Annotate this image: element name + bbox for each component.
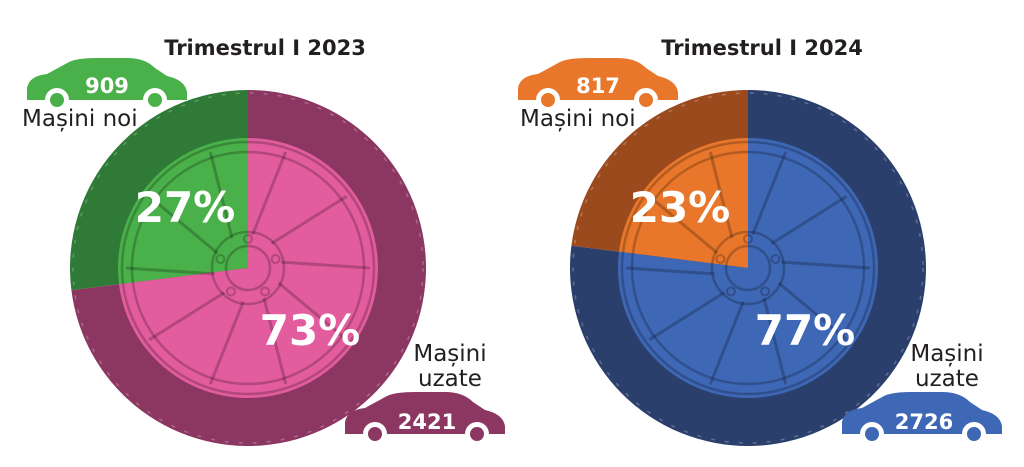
used-cars-caption-line2: uzate <box>418 366 482 392</box>
rim-spoke <box>262 297 288 385</box>
chart-title: Trimestrul I 2024 <box>661 36 863 60</box>
rim-spoke <box>777 281 848 341</box>
rim-spoke <box>281 260 371 270</box>
rim-spoke <box>125 266 215 276</box>
chart-title: Trimestrul I 2023 <box>164 36 366 60</box>
lug-nut <box>260 286 271 297</box>
used-cars-caption: Mașini uzate <box>405 342 495 392</box>
tire-slice-new <box>571 90 748 268</box>
used-cars-caption: Mașini uzate <box>902 342 992 392</box>
rim-new-slice <box>619 138 748 268</box>
new-cars-caption: Mașini noi <box>22 106 138 132</box>
tire-slice-new <box>69 90 248 291</box>
lug-nut <box>760 286 771 297</box>
tire-tread <box>572 92 924 444</box>
used-car-icon: 2726 <box>842 392 1002 446</box>
new-percent-label: 27% <box>135 183 236 232</box>
used-car-count: 2421 <box>398 410 456 434</box>
tire-slice-used <box>569 90 926 446</box>
rim-spoke <box>781 260 871 270</box>
rim-spoke <box>277 281 348 341</box>
lug-nut <box>225 286 236 297</box>
chart-panel-2023: Trimestrul I 2023 27% 73% 909 2421 Mașin… <box>22 36 505 446</box>
rim-spokes <box>72 92 424 444</box>
used-car-count: 2726 <box>895 410 953 434</box>
rim-ring <box>710 230 786 306</box>
new-percent-label: 23% <box>630 183 731 232</box>
used-car-icon: 2421 <box>345 392 505 446</box>
rim-spoke <box>208 301 245 385</box>
lug-nut <box>725 286 736 297</box>
rim-spoke <box>625 266 715 276</box>
tire-slice-used <box>71 90 426 446</box>
used-cars-caption-line1: Mașini <box>910 341 984 367</box>
rim-spoke <box>648 195 719 255</box>
new-cars-caption: Mașini noi <box>520 106 636 132</box>
rim-spoke <box>270 195 348 245</box>
rim-spoke <box>762 297 788 385</box>
wheel-chart: 27% 73% 909 2421 <box>27 58 505 446</box>
rim-spokes <box>572 92 924 444</box>
rim-spoke <box>751 151 788 235</box>
rim-new-slice <box>117 138 248 285</box>
rim-ring <box>120 140 376 396</box>
used-cars-caption-line1: Mașini <box>413 341 487 367</box>
rim-used-slice <box>119 138 378 398</box>
tire-tread <box>72 92 424 444</box>
rim-spoke <box>148 291 226 341</box>
new-car-count: 909 <box>85 74 129 98</box>
lug-nut <box>215 254 226 265</box>
lug-nut <box>715 254 726 265</box>
rim-ring <box>224 244 272 292</box>
used-cars-caption-line2: uzate <box>915 366 979 392</box>
rim-spoke <box>208 151 234 239</box>
new-car-icon: 817 <box>518 58 678 112</box>
chart-panel-2024: Trimestrul I 2024 23% 77% 817 2726 Mașin… <box>500 0 1012 467</box>
rim-ring <box>130 150 366 386</box>
rim-ring <box>210 230 286 306</box>
rim-ring <box>724 244 772 292</box>
rim-spoke <box>648 291 726 341</box>
wheel-chart: 23% 77% 817 2726 <box>518 58 1002 446</box>
rim-spoke <box>708 151 734 239</box>
rim-spoke <box>708 301 745 385</box>
rim-ring <box>630 150 866 386</box>
lug-nut <box>770 254 781 265</box>
rim-used-slice <box>617 138 878 398</box>
rim-spoke <box>770 195 848 245</box>
used-percent-label: 73% <box>260 306 361 355</box>
lug-nut <box>243 234 253 244</box>
lug-nut <box>270 254 281 265</box>
used-percent-label: 77% <box>755 306 856 355</box>
new-car-count: 817 <box>576 74 620 98</box>
rim-ring <box>620 140 876 396</box>
rim-spoke <box>251 151 288 235</box>
rim-spoke <box>148 195 219 255</box>
lug-nut <box>743 234 753 244</box>
new-car-icon: 909 <box>27 58 187 112</box>
